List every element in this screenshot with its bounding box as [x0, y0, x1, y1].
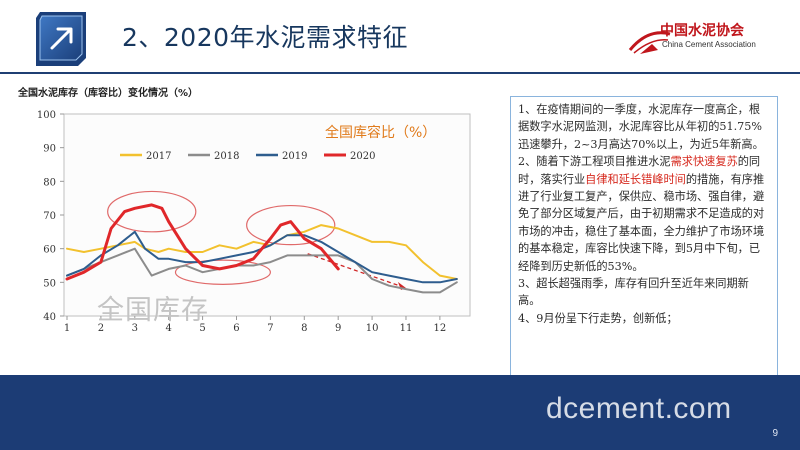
paragraph-1: 1、在疫情期间的一季度，水泥库存一度高企，根据数字水泥网监测，水泥库容比从年初的… [518, 101, 771, 153]
paragraph-2-highlight-demand: 需求快速复苏 [670, 155, 738, 169]
x-tick-label: 5 [199, 323, 205, 334]
paragraph-2-text-b: 的同时，落实行业 [518, 155, 761, 186]
x-tick-label: 2 [98, 323, 104, 334]
page-number: 9 [772, 428, 778, 439]
x-tick-label: 7 [267, 323, 273, 334]
inventory-chart: 40 50 60 70 80 90 100 1 2 3 4 5 6 7 8 9 10 11 12 2017 2018 20… [10, 98, 500, 343]
legend-label-2018: 2018 [214, 151, 239, 162]
x-tick-label: 10 [366, 323, 379, 334]
y-tick-label: 60 [43, 245, 56, 256]
legend-label-2017: 2017 [146, 151, 171, 162]
site-watermark: dcement.com [546, 392, 732, 425]
series-line-2018 [66, 247, 458, 294]
series-line-2019 [66, 230, 458, 284]
x-tick-label: 12 [434, 323, 447, 334]
y-tick-label: 80 [43, 177, 56, 188]
highlight-ellipse [107, 190, 197, 233]
paragraph-2-text-c: 的措施，有序推进了行业复工复产，保供应、稳市场、强自律，避免了部分区域复产后，由… [518, 172, 765, 273]
cement-association-logo-icon [628, 31, 671, 54]
series-line-2017 [66, 224, 458, 280]
x-tick-label: 6 [233, 323, 239, 334]
chart-watermark: 全国库存 [97, 295, 209, 326]
chart-inner-label: 全国库容比（%） [325, 125, 437, 141]
y-tick-label: 40 [43, 312, 56, 323]
legend-label-2019: 2019 [282, 151, 307, 162]
legend-label-2020: 2020 [350, 151, 375, 162]
footer-band [0, 375, 800, 450]
x-tick-label: 4 [166, 323, 172, 334]
x-tick-label: 1 [64, 323, 70, 334]
plot-area [63, 113, 471, 317]
series-line-2020 [65, 203, 340, 281]
chart-title: 全国水泥库存（库容比）变化情况（%） [18, 88, 199, 99]
paragraph-1-text: 1、在疫情期间的一季度，水泥库存一度高企，根据数字水泥网监测，水泥库容比从年初的… [518, 103, 764, 151]
x-tick-label: 8 [301, 323, 307, 334]
org-name-english: China Cement Association [662, 40, 756, 49]
x-tick-label: 11 [400, 323, 413, 334]
header-divider [0, 72, 800, 74]
highlight-ellipse [174, 259, 271, 285]
paragraph-3-text: 3、超长超强雨季，库存有回升至近年来同期新高。 [518, 277, 749, 308]
paragraph-2-highlight-selfdiscipline: 自律和延长错峰时间 [585, 172, 686, 186]
paragraph-4-text: 4、9月份呈下行走势，创新低； [518, 311, 678, 325]
org-name: 中国水泥协会 [660, 23, 744, 39]
paragraph-3: 3、超长超强雨季，库存有回升至近年来同期新高。 [518, 275, 771, 310]
paragraph-2-text-a: 2、随着下游工程项目推进水泥 [518, 155, 671, 169]
highlight-ellipse [246, 204, 336, 246]
trend-arrow-line [307, 253, 407, 289]
x-tick-label: 9 [335, 323, 341, 334]
analysis-textbox: 1、在疫情期间的一季度，水泥库存一度高企，根据数字水泥网监测，水泥库容比从年初的… [510, 96, 778, 399]
y-tick-label: 90 [43, 144, 56, 155]
paragraph-2: 2、随着下游工程项目推进水泥需求快速复苏的同时，落实行业自律和延长错峰时间的措施… [518, 153, 771, 275]
y-tick-label: 100 [37, 110, 56, 121]
paragraph-4: 4、9月份呈下行走势，创新低； [518, 310, 771, 327]
arrow-badge-icon [36, 12, 86, 66]
x-tick-label: 3 [132, 323, 138, 334]
y-tick-label: 70 [43, 211, 56, 222]
page-title: 2、2020年水泥需求特征 [122, 23, 409, 52]
y-tick-label: 50 [43, 278, 56, 289]
slide-header: 2、2020年水泥需求特征 中国水泥协会 China Cement Associ… [0, 0, 800, 75]
